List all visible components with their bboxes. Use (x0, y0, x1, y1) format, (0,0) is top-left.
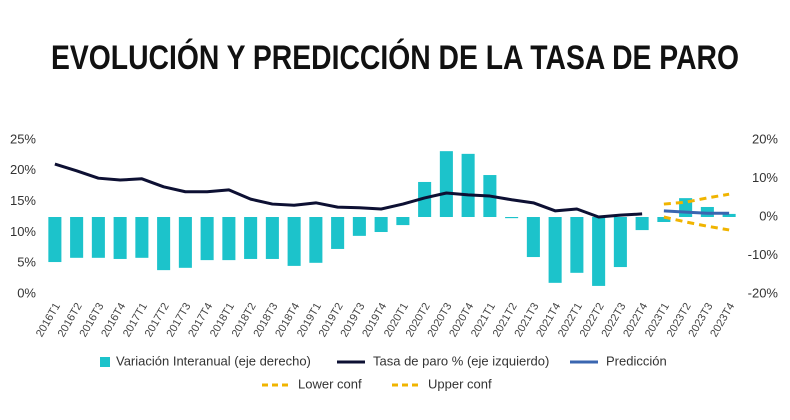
bar (461, 153, 475, 217)
legend-label: Tasa de paro % (eje izquierdo) (373, 353, 549, 368)
bar (548, 217, 562, 283)
y-tick-label: 20% (10, 162, 36, 177)
bar (265, 217, 279, 259)
bar (722, 213, 736, 217)
bar (287, 217, 301, 266)
bar (157, 217, 171, 271)
legend-label: Variación Interanual (eje derecho) (116, 353, 311, 368)
bar (613, 217, 627, 268)
bar (526, 217, 540, 258)
bar (396, 217, 410, 226)
y2-tick-label: 0% (759, 208, 778, 223)
y2-tick-label: -10% (748, 247, 779, 262)
chart-title: EVOLUCIÓN Y PREDICCIÓN DE LA TASA DE PAR… (51, 39, 739, 77)
bar (374, 217, 388, 233)
line (663, 192, 730, 206)
bar (505, 217, 519, 219)
bar (309, 217, 323, 263)
y-tick-label: 0% (17, 285, 36, 300)
bar (592, 217, 606, 286)
bar (635, 217, 649, 231)
bar (178, 217, 192, 268)
y-tick-label: 10% (10, 224, 36, 239)
bar (113, 217, 127, 259)
bar (70, 217, 84, 258)
y2-tick-label: -20% (748, 285, 779, 300)
bar (439, 151, 453, 217)
bar (331, 217, 345, 249)
bar (418, 181, 432, 217)
bar (657, 217, 671, 223)
legend-label: Lower conf (298, 376, 362, 391)
y-tick-label: 15% (10, 193, 36, 208)
y-tick-label: 5% (17, 255, 36, 270)
bar (222, 217, 236, 261)
bar (352, 217, 366, 236)
bar (91, 217, 105, 258)
legend-label: Predicción (606, 353, 667, 368)
legend-label: Upper conf (428, 376, 492, 391)
bar (570, 217, 584, 273)
line (663, 209, 730, 215)
line (663, 215, 730, 232)
y-tick-label: 25% (10, 131, 36, 146)
bar (200, 217, 214, 261)
bar (135, 217, 149, 258)
y2-tick-label: 10% (752, 170, 778, 185)
bar (48, 217, 62, 263)
legend-swatch (100, 357, 110, 367)
y2-tick-label: 20% (752, 131, 778, 146)
line (54, 162, 643, 219)
bar (244, 217, 258, 259)
